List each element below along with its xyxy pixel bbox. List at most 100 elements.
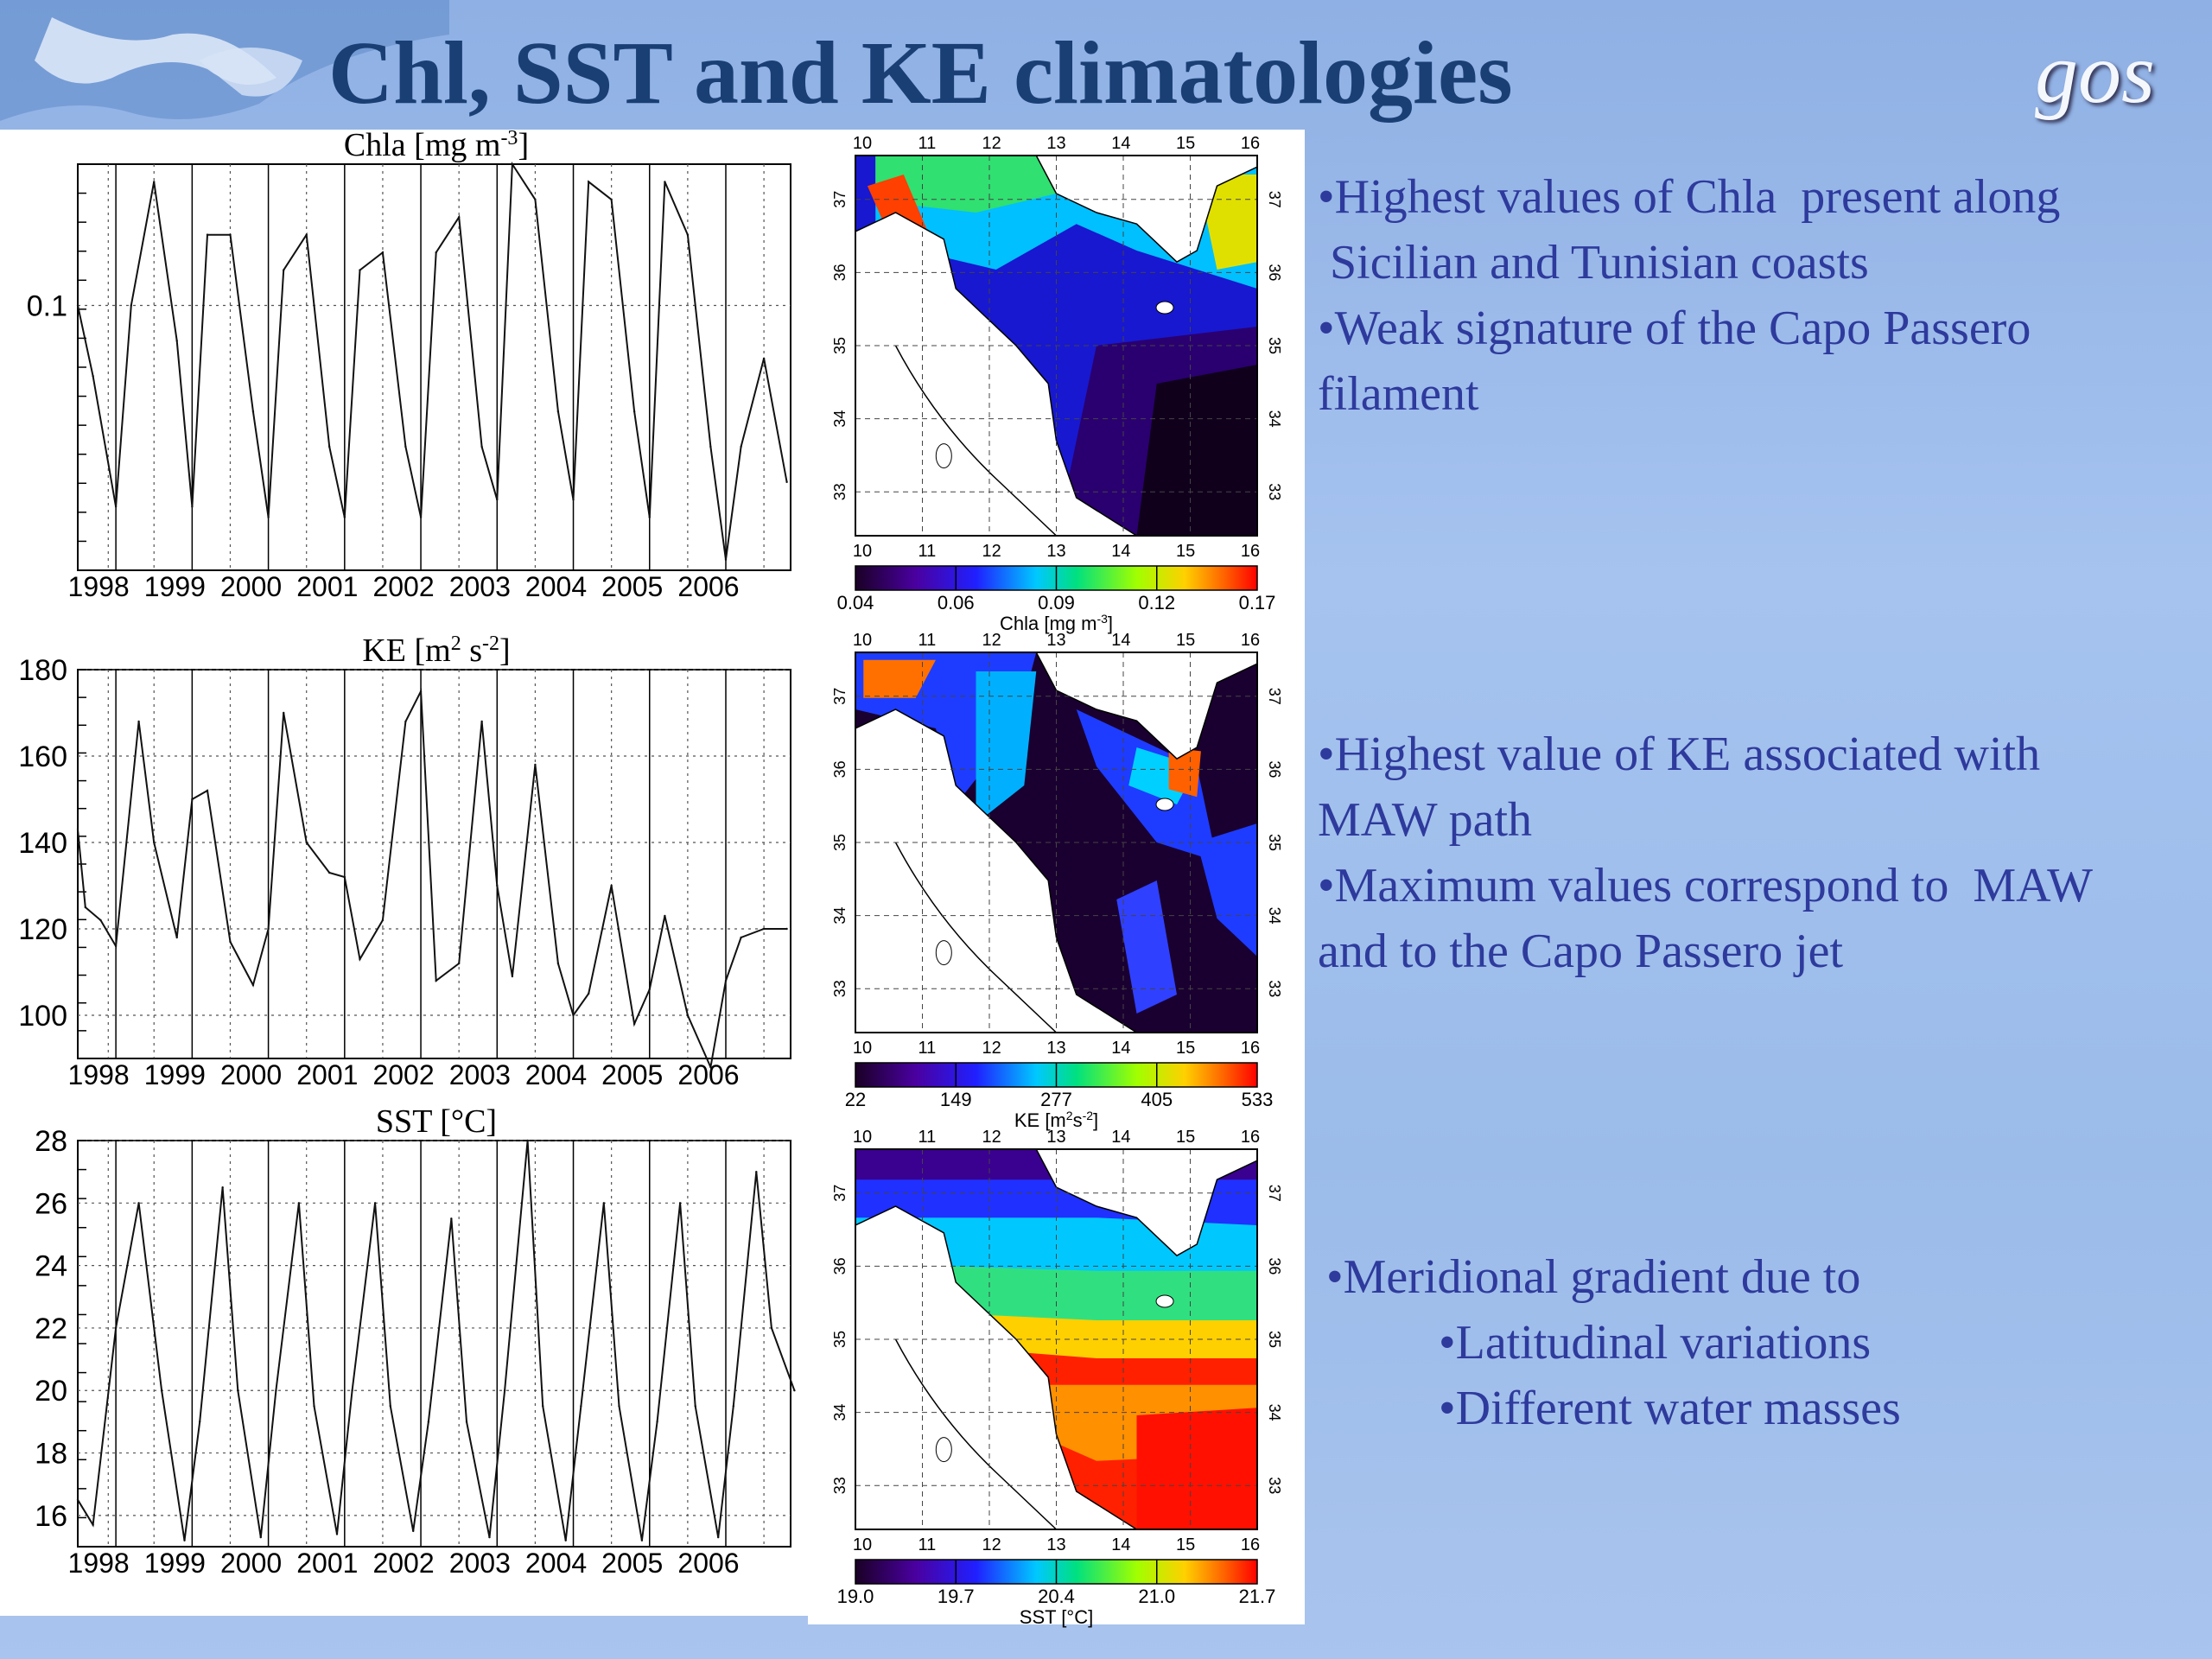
slide-title: Chl, SST and KE climatologies — [328, 23, 1513, 123]
lat-tick-left: 34 — [831, 1404, 849, 1421]
series-point — [153, 181, 156, 183]
lon-tick-bottom: 10 — [853, 1535, 872, 1554]
y-tick-label: 18 — [35, 1438, 67, 1471]
series-point — [381, 251, 385, 254]
series-point — [740, 445, 742, 448]
series-point — [762, 927, 766, 931]
series-point — [84, 906, 87, 909]
series-point — [305, 233, 308, 236]
series-point — [556, 962, 560, 965]
x-tick-label: 2004 — [525, 1548, 587, 1579]
lon-tick-bottom: 14 — [1111, 1535, 1130, 1554]
text-line: •Highest value of KE associated with — [1318, 728, 2041, 781]
y-tick-label: 100 — [18, 1000, 67, 1033]
series-point — [785, 480, 788, 484]
lat-tick-right: 35 — [1266, 1331, 1283, 1348]
series-point — [381, 918, 385, 922]
colorbar-tick-label: 149 — [940, 1089, 972, 1110]
land-tunisia — [855, 1205, 1138, 1529]
lon-tick-top: 16 — [1241, 631, 1260, 650]
series-point — [450, 1217, 453, 1220]
series-point — [206, 233, 209, 236]
series-point — [564, 1539, 567, 1541]
lon-tick-top: 15 — [1176, 134, 1195, 153]
colorbar-tick-label: 19.0 — [837, 1586, 874, 1607]
timeseries-title: Chla [mg m-3] — [344, 127, 529, 163]
figure-panel-left — [0, 130, 808, 1616]
series-point — [488, 1535, 491, 1539]
map-chla: 10 10 11 11 12 12 13 13 14 14 15 15 16 16 37 37 36 36 35 35… — [831, 134, 1283, 634]
x-tick-label: 2006 — [677, 1548, 739, 1579]
series-point — [99, 918, 102, 922]
series-point — [229, 940, 232, 944]
x-tick-label: 2005 — [601, 571, 663, 602]
field-region — [875, 156, 1077, 213]
y-tick-label: 0.1 — [27, 289, 67, 322]
series-point — [572, 499, 575, 501]
lon-tick-bottom: 10 — [853, 1039, 872, 1058]
series-point — [175, 936, 178, 939]
x-tick-label: 2000 — [220, 1548, 282, 1579]
lon-tick-top: 10 — [853, 1128, 872, 1147]
text-line: •Highest values of Chla present along — [1318, 170, 2061, 224]
text-line: filament — [1318, 367, 1479, 421]
x-tick-label: 2003 — [449, 1548, 511, 1579]
lon-tick-top: 16 — [1241, 134, 1260, 153]
series-point — [435, 251, 437, 254]
series-point — [267, 516, 270, 518]
series-point — [191, 798, 194, 801]
field-region — [1116, 880, 1177, 1014]
lon-tick-bottom: 12 — [982, 1535, 1001, 1554]
lon-tick-top: 12 — [982, 631, 1001, 650]
series-point — [359, 957, 361, 961]
island-kerkennah — [935, 1437, 952, 1463]
lat-tick-right: 33 — [1266, 483, 1283, 500]
x-tick-label: 2000 — [220, 1059, 282, 1090]
chla-text-block: •Highest values of Chla present along Si… — [1318, 164, 2060, 427]
series-line — [77, 161, 788, 560]
coastline — [894, 1338, 1058, 1529]
lon-tick-bottom: 16 — [1241, 1039, 1260, 1058]
lat-tick-right: 34 — [1266, 410, 1283, 428]
lon-tick-bottom: 15 — [1176, 1535, 1195, 1554]
series-point — [580, 1405, 582, 1408]
series-point — [305, 841, 308, 844]
series-point — [480, 720, 483, 723]
field-region — [1197, 823, 1257, 957]
sst-text-block: •Meridional gradient due to •Latitudinal … — [1326, 1244, 1901, 1441]
lon-tick-bottom: 15 — [1176, 542, 1195, 561]
x-tick-label: 1999 — [144, 1548, 206, 1579]
series-point — [656, 1421, 658, 1423]
lon-tick-bottom: 12 — [982, 1039, 1001, 1058]
series-point — [153, 841, 156, 844]
series-point — [76, 828, 79, 831]
series-point — [503, 1389, 506, 1392]
text-line: Sicilian and Tunisian coasts — [1318, 236, 1869, 289]
lat-tick-left: 33 — [831, 483, 849, 500]
series-point — [114, 944, 118, 948]
series-point — [602, 1202, 606, 1205]
series-point — [275, 1389, 277, 1392]
series-point — [632, 1022, 636, 1026]
series-point — [327, 871, 331, 874]
lat-tick-left: 34 — [831, 907, 849, 925]
map-sst: 10 10 11 11 12 12 13 13 14 14 15 15 16 16 37 37 36 36 35 35… — [831, 1128, 1283, 1628]
lat-tick-right: 37 — [1266, 1185, 1283, 1202]
series-point — [404, 445, 407, 448]
land-tunisia — [855, 709, 1138, 1033]
series-point — [572, 1014, 575, 1017]
series-point — [389, 1405, 391, 1408]
lon-tick-bottom: 15 — [1176, 1039, 1195, 1058]
lat-tick-right: 37 — [1266, 191, 1283, 208]
series-point — [511, 162, 514, 166]
series-point — [404, 720, 407, 723]
field-region — [863, 659, 936, 698]
map-frame — [855, 155, 1258, 537]
x-tick-label: 2005 — [601, 1548, 663, 1579]
text-line: •Meridional gradient due to — [1326, 1250, 1861, 1304]
series-point — [359, 269, 361, 271]
lon-tick-bottom: 11 — [918, 542, 936, 561]
